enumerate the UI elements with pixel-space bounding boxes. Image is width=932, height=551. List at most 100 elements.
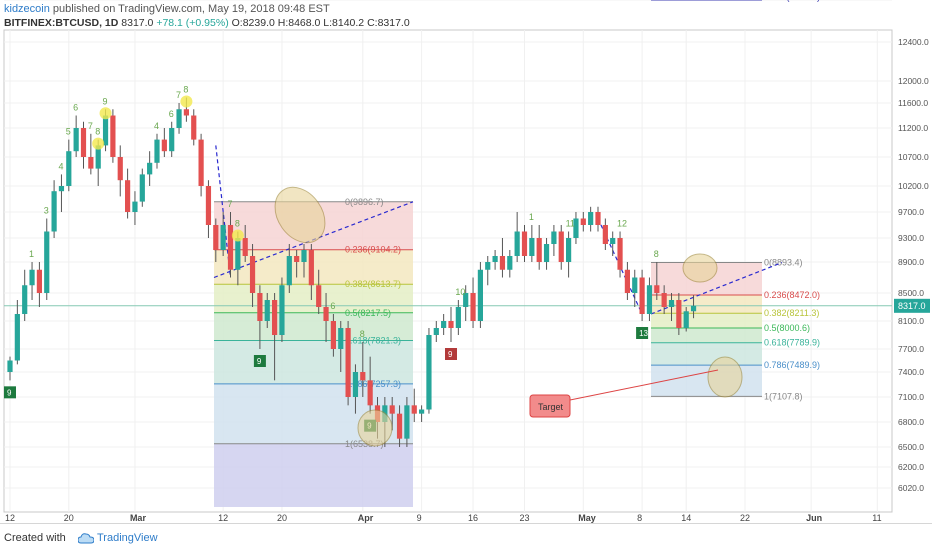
candle-body [264,300,270,321]
candle-body [617,238,623,270]
candle-body [558,231,564,262]
candle-body [668,300,675,307]
candle-body [272,300,278,335]
td-count-label: 9 [103,96,108,106]
candle-body [529,238,535,256]
candle-body [419,409,425,414]
fib-right-level-label: 0.618(7789.9) [764,338,820,348]
x-axis-tick-label: May [578,513,596,523]
candle-body [242,238,248,256]
last-price-tag [894,298,930,313]
symbol-label: BITFINEX:BTCUSD, 1D [4,17,119,29]
candle-body [610,238,616,244]
td-setup-box [4,386,16,399]
fib-left-level-label: 0.5(8217.5) [345,308,391,318]
td-count-label: 6 [330,301,335,311]
candle-body [566,238,572,262]
candle-body [117,157,123,181]
candle-body [227,225,234,270]
candle-body [213,225,219,250]
candle-body [58,186,65,192]
price-chart[interactable]: 0(9896.7) 0.236(9104.2) 0.382(8613.7) 0.5(8… [0,0,932,523]
candle-body [676,300,682,328]
candle-body [36,269,42,293]
td-count-label: 8 [654,249,659,259]
y-axis-tick-label: 8100.0 [898,316,924,326]
fib-left-zone [214,312,413,341]
td-count-label: 11 [566,219,575,229]
y-axis-tick-label: 6020.0 [898,483,924,493]
candle-body [455,307,461,328]
x-axis-tick-label: 22 [740,513,750,523]
candle-body [51,191,57,232]
candle-body [433,328,439,335]
fib-right-zone [651,294,762,314]
candle-body [44,231,50,293]
td-highlight [180,95,193,108]
candle-body [183,109,189,116]
chart-byline: kidzecoin published on TradingView.com, … [4,3,330,15]
candle-body [205,186,212,225]
candle-body [220,225,226,250]
x-axis-tick-label: 12 [5,513,15,523]
fib-right-zone [651,342,762,366]
y-axis-tick-label: 5800.0 [898,0,924,2]
x-axis-tick-label: 23 [520,513,530,523]
y-axis-tick-label: 7400.0 [898,367,924,377]
fib-left-level-label: 0.786(7257.3) [345,379,401,389]
tradingview-brand[interactable]: TradingView [97,532,158,544]
candle-body [88,157,94,169]
td-highlight [92,137,105,150]
td-count-label: 8 [95,127,100,137]
candle-body [308,250,314,286]
td-count-label: 6 [169,109,174,119]
candle-body [66,151,72,186]
tradingview-cloud-icon [78,533,94,544]
candle-body [125,180,131,212]
ohlc-values: O:8239.0 H:8468.0 L:8140.2 C:8317.0 [231,17,410,29]
candle-body [477,269,483,321]
td-count-label: 4 [154,121,159,131]
candle-body [176,109,182,128]
td-highlight [99,107,112,120]
candle-body [95,145,101,169]
x-axis-tick-label: 8 [637,513,642,523]
candle-body [573,218,579,238]
candle-body [257,293,263,321]
fib-right-level-label: 0.5(8000.6) [764,323,810,333]
candle-body [639,277,645,314]
y-axis-tick-label: 9300.0 [898,233,924,243]
fib-left-level-label: 0.382(8613.7) [345,279,401,289]
y-axis-tick-label: 6500.0 [898,442,924,452]
td-setup-label: 9 [257,357,262,366]
highlight-ellipse [357,409,393,447]
candle-body [536,238,542,262]
x-axis-tick-label: Jun [806,513,822,523]
candle-body [580,218,586,225]
y-axis-tick-label: 11600.0 [898,98,928,108]
candle-body [470,293,476,321]
candle-body [161,139,167,152]
candle-body [661,293,667,307]
td-count-label: 7 [176,90,181,100]
td-setup-box [636,327,649,339]
candle-body [352,372,359,397]
y-axis-tick-label: 7700.0 [898,344,924,354]
candle-body [7,360,13,372]
fib-right-level-label: 1(7107.8) [764,391,803,401]
highlight-ellipse [707,356,743,398]
candle-body [102,115,109,146]
candle-body [485,262,491,270]
candle-body [330,321,336,349]
y-axis-tick-label: 12000.0 [898,76,929,86]
highlight-ellipse [682,253,718,283]
candle-body [80,128,87,157]
highlight-ellipse [274,186,326,244]
fib-left-level-label: 0.618(7821.3) [345,336,401,346]
x-axis-tick-label: 9 [417,513,422,523]
candle-body [294,256,300,262]
candle-body [543,244,550,262]
td-count-label: 1 [529,212,534,222]
author-link[interactable]: kidzecoin [4,3,50,15]
y-axis-tick-label: 11200.0 [898,123,928,133]
